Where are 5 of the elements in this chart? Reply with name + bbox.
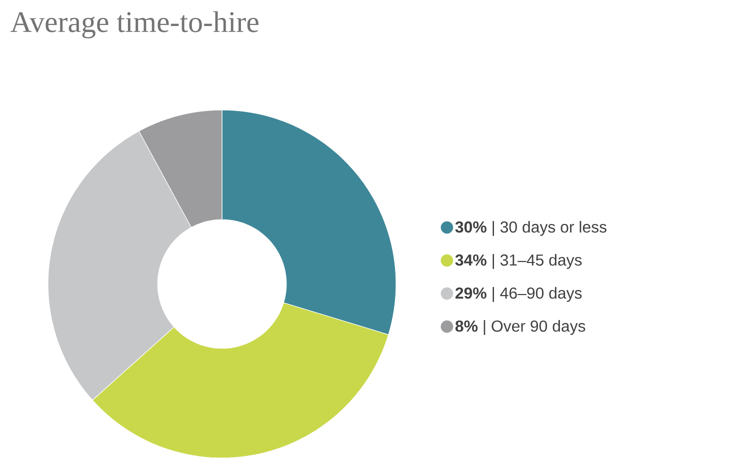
legend-label: 8% | Over 90 days	[455, 320, 586, 335]
legend-label: 30% | 30 days or less	[455, 220, 606, 236]
legend-label: 29% | 46–90 days	[455, 287, 582, 302]
chart-title: Average time-to-hire	[10, 11, 258, 38]
legend-label: 34% | 31–45 days	[455, 254, 582, 269]
